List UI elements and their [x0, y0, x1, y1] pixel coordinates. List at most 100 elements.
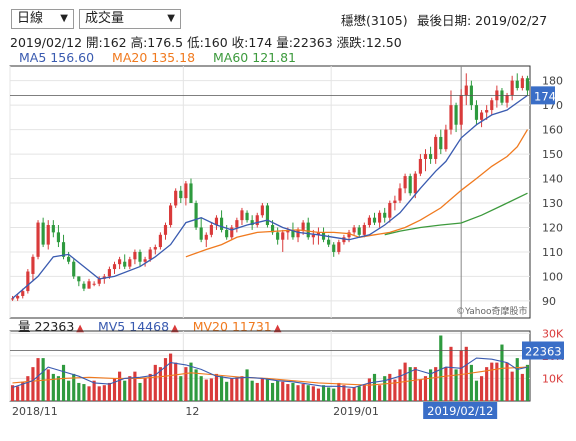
ohlc-line: 2019/02/12 開:162 高:176.5 低:160 收:174 量:2…: [10, 32, 402, 51]
volume-bar: [245, 369, 249, 401]
volume-bar: [189, 362, 193, 401]
mv20-legend: MV20 11731 ▲: [192, 319, 282, 334]
volume-bar: [265, 379, 270, 401]
candle-body: [107, 269, 111, 277]
volume-bar: [118, 371, 122, 401]
candle-body: [332, 244, 336, 252]
volume-bar: [429, 369, 433, 401]
volume-bar: [347, 388, 351, 401]
candle-body: [479, 112, 484, 120]
candle-body: [194, 203, 198, 228]
up-arrow-icon: ▲: [273, 323, 282, 334]
volume-bar: [240, 376, 244, 401]
candle-body: [423, 154, 428, 159]
volume-bar: [474, 380, 479, 401]
candle-body: [439, 136, 443, 150]
volume-bar: [495, 362, 499, 401]
chevron-down-icon: ▼: [60, 13, 68, 24]
volume-bar: [82, 384, 86, 401]
price-tick-label: 90: [542, 295, 556, 308]
volume-bar: [408, 367, 412, 401]
volume-bar: [56, 376, 61, 401]
candle-body: [500, 90, 504, 103]
volume-bar: [454, 369, 458, 401]
volume-bar: [204, 379, 208, 401]
candle-body: [240, 210, 244, 221]
volume-bar: [383, 376, 387, 401]
candle-body: [454, 105, 458, 125]
candle-body: [464, 85, 468, 96]
candle-body: [398, 188, 402, 201]
candle-body: [56, 232, 61, 243]
mv20-line: [12, 366, 528, 386]
candle-body: [327, 239, 331, 245]
volume-tick-label: 30K: [542, 327, 564, 340]
price-tick-label: 160: [542, 124, 563, 137]
volume-bar: [179, 376, 183, 401]
volume-bar: [418, 379, 422, 401]
ma-legend: MA5 156.60 MA20 135.18 MA60 121.81: [19, 50, 296, 65]
period-select[interactable]: 日線 ▼: [11, 9, 74, 29]
candle-body: [16, 295, 20, 299]
ohlc-low: 低:160: [187, 35, 228, 50]
candle-body: [337, 242, 341, 252]
up-arrow-icon: ▲: [171, 323, 179, 334]
volume-bar: [16, 386, 20, 401]
volume-bar: [316, 388, 321, 401]
x-tick-label: 2019/01: [333, 405, 379, 418]
volume-bar: [337, 382, 341, 401]
candle-body: [485, 110, 489, 113]
candle-body: [270, 225, 275, 233]
candle-body: [520, 78, 524, 89]
candle-body: [219, 217, 224, 230]
candle-body: [179, 190, 183, 199]
volume-bar: [515, 358, 519, 401]
volume-bar: [413, 367, 417, 401]
mv5-legend: MV5 14468 ▲: [97, 319, 179, 334]
candle-body: [199, 227, 203, 240]
candle-body: [245, 212, 249, 221]
volume-bar: [169, 353, 173, 401]
candle-body: [352, 227, 356, 233]
volume-bar: [138, 382, 142, 401]
volume-bar: [459, 350, 463, 401]
indicator-select[interactable]: 成交量 ▼: [79, 9, 181, 29]
volume-bar: [143, 378, 147, 401]
volume-bar: [250, 380, 254, 401]
candle-body: [296, 229, 300, 238]
candle-body: [77, 276, 81, 282]
ma5-legend: MA5 156.60: [19, 50, 95, 65]
candle-body: [311, 234, 315, 238]
volume-bar: [235, 377, 239, 401]
volume-bar: [72, 373, 76, 401]
candle-body: [449, 105, 453, 130]
volume-bar: [255, 382, 259, 401]
volume-bar: [123, 380, 127, 401]
candle-body: [393, 200, 397, 204]
candle-body: [51, 225, 55, 233]
volume-bar: [479, 376, 484, 401]
watermark: ©Yahoo奇摩股市: [456, 305, 528, 317]
candle-body: [148, 249, 152, 260]
volume-bar: [449, 346, 453, 401]
candle-body: [250, 220, 254, 226]
price-tick-label: 110: [542, 246, 563, 259]
candle-body: [367, 217, 371, 226]
candle-body: [429, 154, 433, 159]
volume-bar: [230, 378, 234, 401]
volume-bar: [301, 384, 305, 401]
period-select-value: 日線: [17, 11, 44, 26]
ohlc-open: 開:162: [86, 35, 127, 50]
last-close-tag: 174: [534, 89, 556, 103]
candle-body: [189, 183, 193, 204]
candle-body: [169, 205, 173, 226]
volume-bar: [505, 362, 509, 401]
volume-bar: [158, 367, 162, 401]
volume-bar: [112, 378, 117, 401]
volume-bar: [153, 364, 157, 401]
candle-body: [138, 251, 142, 262]
ma60-legend: MA60 121.81: [213, 50, 297, 65]
price-tick-label: 100: [542, 270, 563, 283]
price-tick-label: 130: [542, 197, 563, 210]
volume-bar: [362, 385, 366, 401]
